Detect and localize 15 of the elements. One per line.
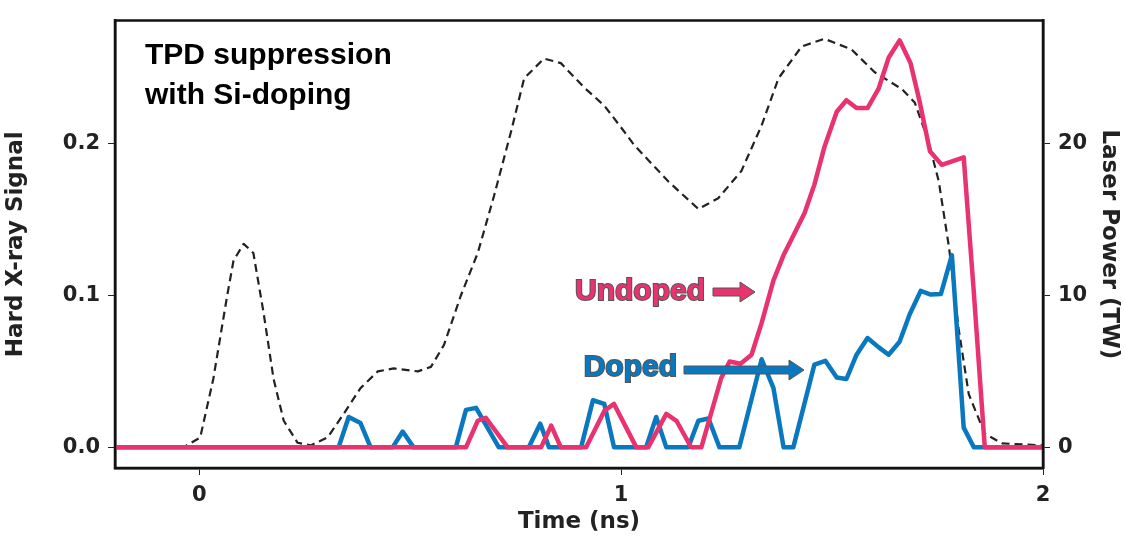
x-axis-title: Time (ns) <box>517 507 641 534</box>
legend-label: Undoped <box>575 273 705 307</box>
x-tick-label: 0 <box>192 482 207 507</box>
x-tick-label: 1 <box>613 482 629 507</box>
legend-label: Doped <box>583 349 677 383</box>
y-tick-label: 0.1 <box>62 281 100 306</box>
y2-tick-label: 0 <box>1058 433 1073 458</box>
y2-axis-title: Laser Power (TW) <box>1098 129 1125 360</box>
y-tick-label: 0.0 <box>62 433 100 458</box>
y-tick-label: 0.2 <box>62 130 100 155</box>
y-axis-title: Hard X-ray Signal <box>0 131 27 358</box>
y2-tick-label: 10 <box>1058 281 1088 306</box>
text: TPD suppression with Si-doping <box>145 36 393 112</box>
y2-tick-label: 20 <box>1058 130 1088 155</box>
x-tick-label: 2 <box>1035 482 1051 507</box>
